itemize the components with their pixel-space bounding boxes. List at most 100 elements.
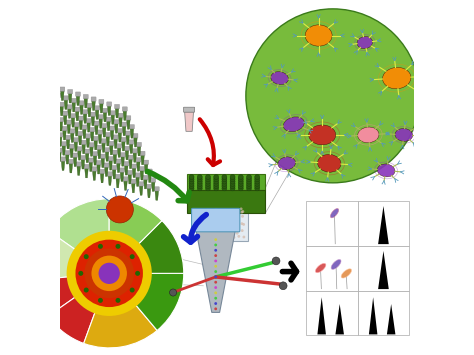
Circle shape <box>214 286 217 289</box>
FancyBboxPatch shape <box>81 140 86 144</box>
FancyBboxPatch shape <box>205 206 247 241</box>
Polygon shape <box>122 141 125 151</box>
Polygon shape <box>155 191 158 200</box>
Circle shape <box>242 223 245 226</box>
Circle shape <box>214 297 217 300</box>
Polygon shape <box>187 190 265 213</box>
FancyBboxPatch shape <box>84 164 89 169</box>
Circle shape <box>222 224 225 226</box>
Circle shape <box>238 184 243 189</box>
FancyBboxPatch shape <box>98 130 102 134</box>
Polygon shape <box>139 186 143 195</box>
Circle shape <box>214 281 217 284</box>
Polygon shape <box>378 206 389 244</box>
Circle shape <box>222 175 227 180</box>
Polygon shape <box>37 83 41 93</box>
Circle shape <box>224 209 227 212</box>
FancyBboxPatch shape <box>44 82 49 86</box>
FancyBboxPatch shape <box>132 164 137 168</box>
Circle shape <box>230 184 235 189</box>
FancyBboxPatch shape <box>116 159 121 163</box>
Circle shape <box>213 233 216 235</box>
Ellipse shape <box>395 129 413 141</box>
Circle shape <box>214 175 219 180</box>
Bar <box>358 290 409 335</box>
Circle shape <box>84 254 89 259</box>
FancyBboxPatch shape <box>75 107 80 111</box>
Ellipse shape <box>309 125 336 145</box>
Polygon shape <box>187 174 265 190</box>
Bar <box>306 246 358 290</box>
Circle shape <box>215 210 218 213</box>
Polygon shape <box>74 142 78 151</box>
FancyBboxPatch shape <box>114 120 119 124</box>
Polygon shape <box>129 159 132 169</box>
Circle shape <box>238 186 243 191</box>
FancyBboxPatch shape <box>128 155 133 159</box>
FancyBboxPatch shape <box>85 149 90 153</box>
Circle shape <box>255 179 260 184</box>
Polygon shape <box>132 168 136 178</box>
Circle shape <box>210 214 213 217</box>
FancyBboxPatch shape <box>118 129 122 133</box>
Polygon shape <box>51 119 55 129</box>
Polygon shape <box>33 90 36 99</box>
Circle shape <box>221 214 224 217</box>
Polygon shape <box>94 140 98 150</box>
Circle shape <box>243 236 246 239</box>
FancyBboxPatch shape <box>123 177 128 181</box>
Circle shape <box>222 186 227 191</box>
Circle shape <box>98 244 103 249</box>
Circle shape <box>230 179 235 184</box>
Ellipse shape <box>341 269 352 278</box>
FancyBboxPatch shape <box>85 134 91 138</box>
Polygon shape <box>128 174 132 184</box>
Polygon shape <box>55 128 58 137</box>
FancyBboxPatch shape <box>139 166 145 171</box>
Polygon shape <box>75 111 79 121</box>
FancyBboxPatch shape <box>154 187 159 191</box>
Circle shape <box>84 248 134 298</box>
Circle shape <box>214 184 219 189</box>
Polygon shape <box>41 92 44 102</box>
FancyBboxPatch shape <box>61 157 65 161</box>
FancyBboxPatch shape <box>73 138 78 142</box>
Polygon shape <box>93 155 97 165</box>
Polygon shape <box>64 115 67 125</box>
Circle shape <box>255 175 260 180</box>
Polygon shape <box>87 122 91 132</box>
FancyBboxPatch shape <box>125 146 129 151</box>
Polygon shape <box>82 129 86 138</box>
Polygon shape <box>61 161 65 170</box>
Polygon shape <box>110 130 114 140</box>
Circle shape <box>210 219 213 222</box>
Circle shape <box>189 186 194 191</box>
Circle shape <box>210 230 212 233</box>
Circle shape <box>232 208 235 211</box>
FancyBboxPatch shape <box>58 118 64 122</box>
Circle shape <box>75 240 143 307</box>
Polygon shape <box>36 99 40 108</box>
FancyBboxPatch shape <box>82 125 87 129</box>
Polygon shape <box>105 167 108 176</box>
Polygon shape <box>108 106 111 115</box>
FancyBboxPatch shape <box>139 182 144 186</box>
FancyBboxPatch shape <box>105 148 109 152</box>
Polygon shape <box>134 137 137 147</box>
Ellipse shape <box>383 67 411 89</box>
Wedge shape <box>48 273 109 343</box>
FancyBboxPatch shape <box>112 165 117 170</box>
Circle shape <box>214 275 217 278</box>
Circle shape <box>222 177 227 182</box>
Circle shape <box>255 177 260 182</box>
FancyBboxPatch shape <box>104 163 109 167</box>
Polygon shape <box>84 98 88 108</box>
FancyBboxPatch shape <box>91 112 95 116</box>
Polygon shape <box>61 91 64 100</box>
Wedge shape <box>109 199 162 273</box>
FancyBboxPatch shape <box>122 107 128 111</box>
FancyBboxPatch shape <box>124 162 129 166</box>
FancyBboxPatch shape <box>126 116 131 120</box>
Circle shape <box>233 236 236 239</box>
Polygon shape <box>85 153 89 163</box>
